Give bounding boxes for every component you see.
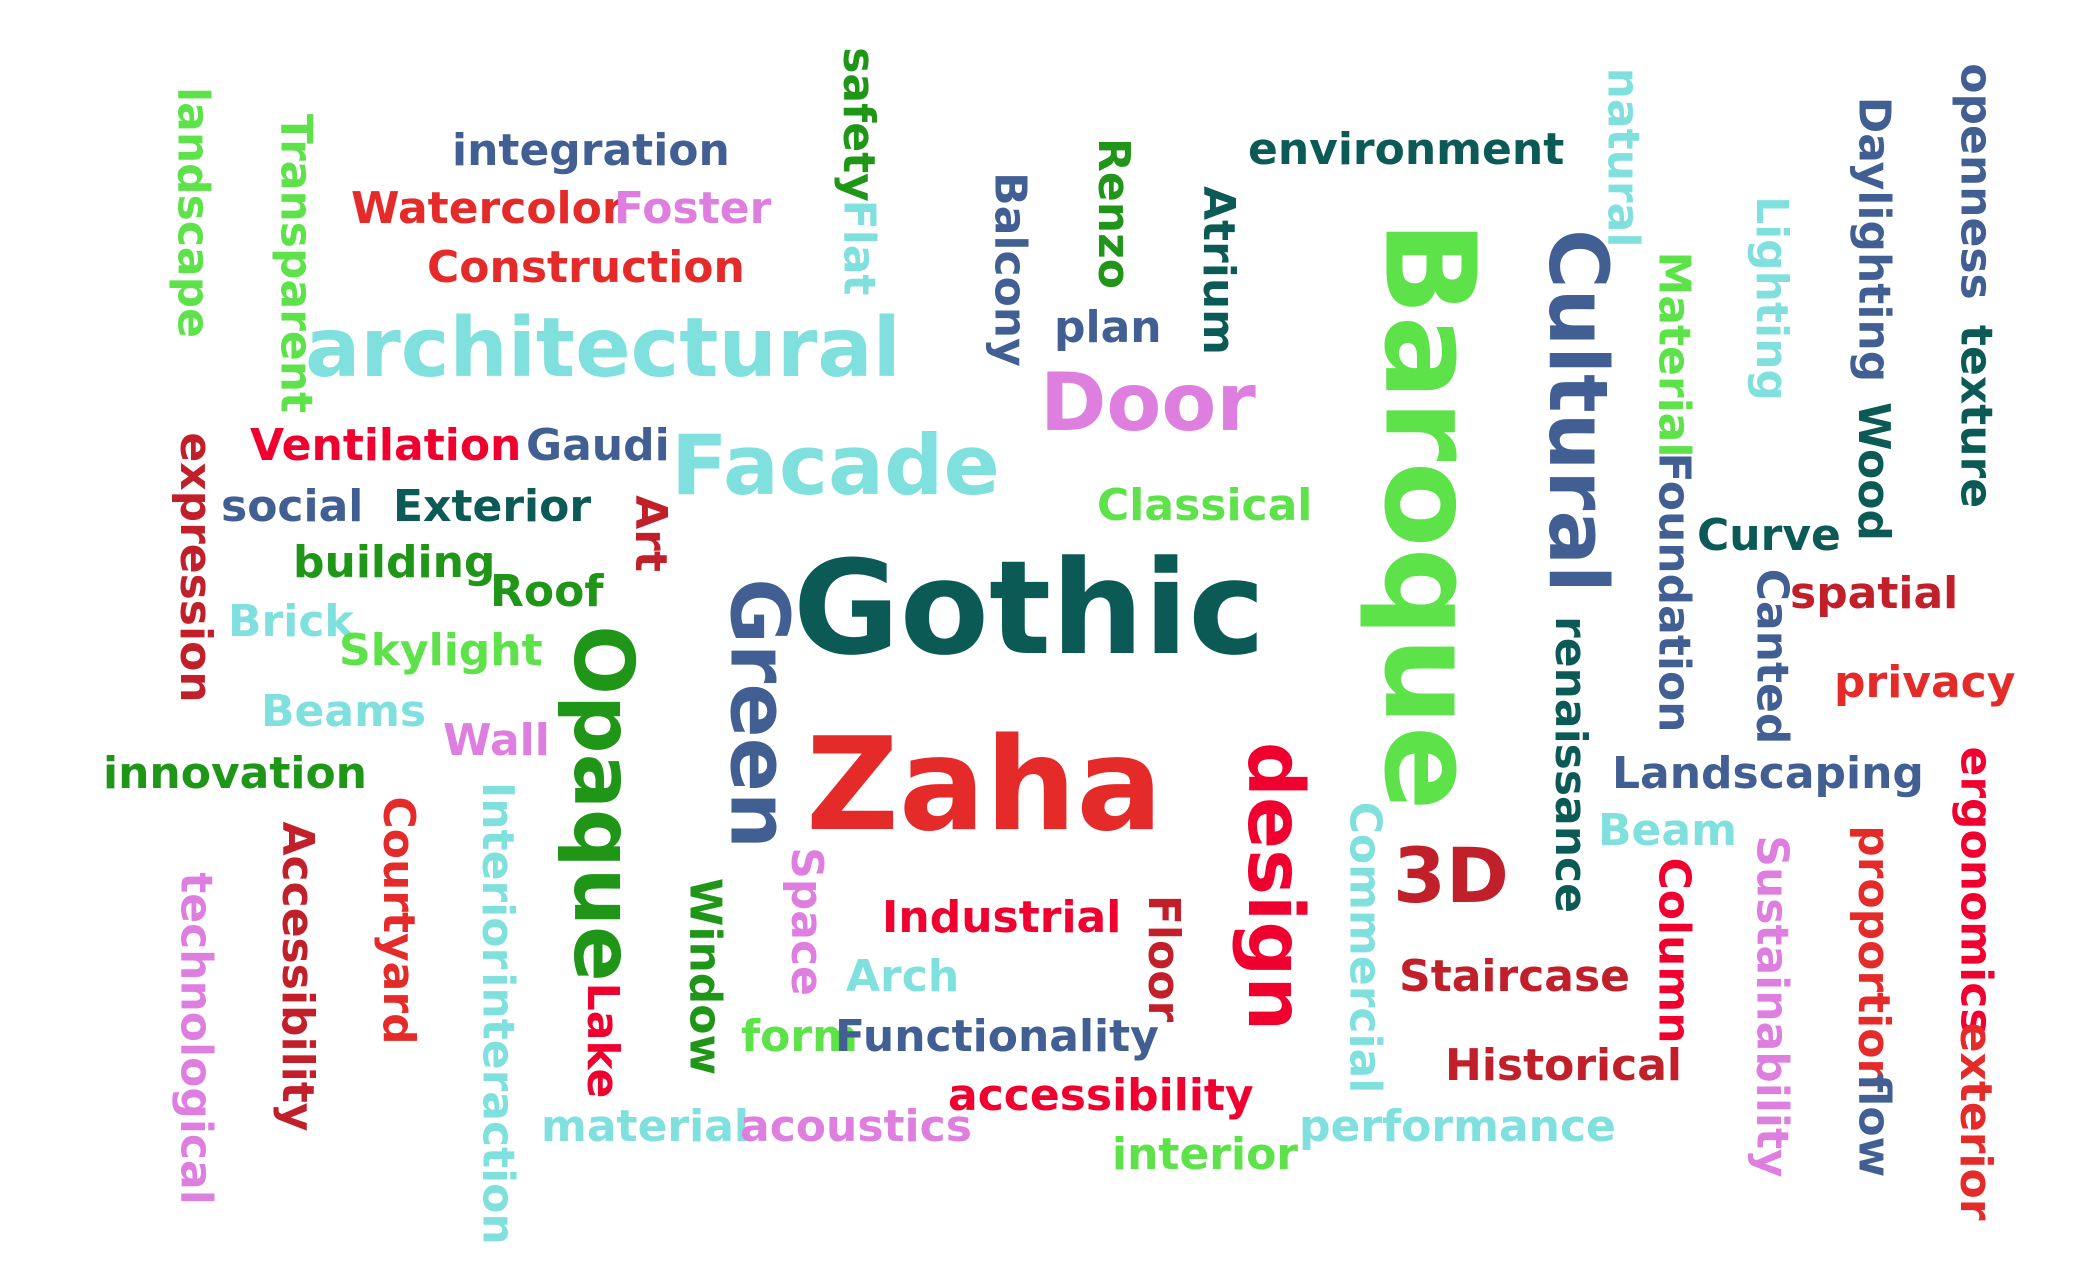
word-texture: texture <box>1950 324 2001 508</box>
word-exterior: Exterior <box>393 481 592 532</box>
word-wall: Wall <box>443 715 550 766</box>
word-architectural: architectural <box>305 301 901 396</box>
word-openness: openness <box>1950 62 2001 300</box>
word-column: Column <box>1648 856 1699 1044</box>
word-balcony: Balcony <box>984 171 1035 367</box>
word-space: Space <box>781 847 832 996</box>
word-skylight: Skylight <box>339 625 543 676</box>
word-facade: Facade <box>671 417 1000 514</box>
word-social: social <box>221 481 364 532</box>
word-material: material <box>541 1101 749 1152</box>
word-opaque: Opaque <box>555 625 650 982</box>
word-design: design <box>1230 741 1319 1032</box>
word-environment: environment <box>1248 124 1565 175</box>
word-spatial: spatial <box>1790 568 1959 619</box>
word-flow: flow <box>1848 1073 1899 1177</box>
word-innovation: innovation <box>103 748 367 799</box>
word-interaction: interaction <box>472 971 523 1245</box>
word-lighting: Lighting <box>1746 196 1797 401</box>
word-ergonomics: ergonomics <box>1950 745 2001 1035</box>
word-arch: Arch <box>846 951 960 1002</box>
word-renzo: Renzo <box>1088 138 1139 289</box>
word-atrium: Atrium <box>1193 185 1244 356</box>
word-foster: Foster <box>614 183 772 234</box>
word-accessibility: Accessibility <box>272 821 323 1132</box>
word-acoustics: acoustics <box>740 1101 972 1152</box>
word-landscape: landscape <box>167 86 218 338</box>
word-window: Window <box>679 877 730 1075</box>
word-gaudi: Gaudi <box>526 420 670 471</box>
word-daylighting: Daylighting <box>1848 96 1899 382</box>
word-technological: technological <box>170 871 221 1205</box>
word-staircase: Staircase <box>1399 951 1630 1002</box>
word-wood: Wood <box>1848 402 1899 541</box>
word-gothic: Gothic <box>793 532 1266 684</box>
word-classical: Classical <box>1097 480 1313 531</box>
word-door: Door <box>1040 356 1256 449</box>
word-integration: integration <box>452 125 730 176</box>
word-beams: Beams <box>261 686 427 737</box>
word-floor: Floor <box>1138 894 1189 1023</box>
word-art: Art <box>625 495 676 572</box>
word-industrial: Industrial <box>882 892 1122 943</box>
word-flat: Flat <box>833 199 884 295</box>
word-beam: Beam <box>1598 805 1737 856</box>
word-functionality: Functionality <box>835 1011 1159 1062</box>
word-accessibility: accessibility <box>948 1070 1254 1121</box>
word-exterior: exterior <box>1950 1022 2001 1221</box>
word-interior: Interior <box>472 781 523 970</box>
word-expression: expression <box>170 432 221 703</box>
word-plan: plan <box>1054 302 1162 353</box>
word-brick: Brick <box>228 596 354 647</box>
word-lake: Lake <box>577 982 628 1099</box>
word-3d: 3D <box>1393 831 1509 920</box>
word-zaha: Zaha <box>806 711 1163 860</box>
word-performance: performance <box>1299 1101 1616 1152</box>
word-canted: Canted <box>1746 568 1797 744</box>
word-baroque: Baroque <box>1356 219 1501 811</box>
word-material: Material <box>1648 251 1699 457</box>
word-form: form <box>741 1011 858 1062</box>
word-interior: interior <box>1112 1129 1298 1180</box>
word-sustainability: Sustainability <box>1746 834 1797 1178</box>
word-green: Green <box>712 577 805 849</box>
word-renaissance: renaissance <box>1545 616 1596 913</box>
word-historical: Historical <box>1445 1040 1682 1091</box>
word-natural: natural <box>1597 67 1648 247</box>
word-transparent: Transparent <box>270 113 321 413</box>
word-watercolor: Watercolor <box>351 183 624 234</box>
word-roof: Roof <box>490 566 604 617</box>
word-commercial: Commercial <box>1339 801 1390 1093</box>
word-cultural: Cultural <box>1530 229 1624 593</box>
word-ventilation: Ventilation <box>250 420 522 471</box>
word-landscaping: Landscaping <box>1612 748 1924 799</box>
word-curve: Curve <box>1697 510 1841 561</box>
word-construction: Construction <box>427 242 745 293</box>
word-foundation: Foundation <box>1648 451 1699 732</box>
word-courtyard: Courtyard <box>373 796 424 1045</box>
word-privacy: privacy <box>1834 657 2016 708</box>
word-building: building <box>293 537 496 588</box>
word-safety: safety <box>833 47 884 202</box>
